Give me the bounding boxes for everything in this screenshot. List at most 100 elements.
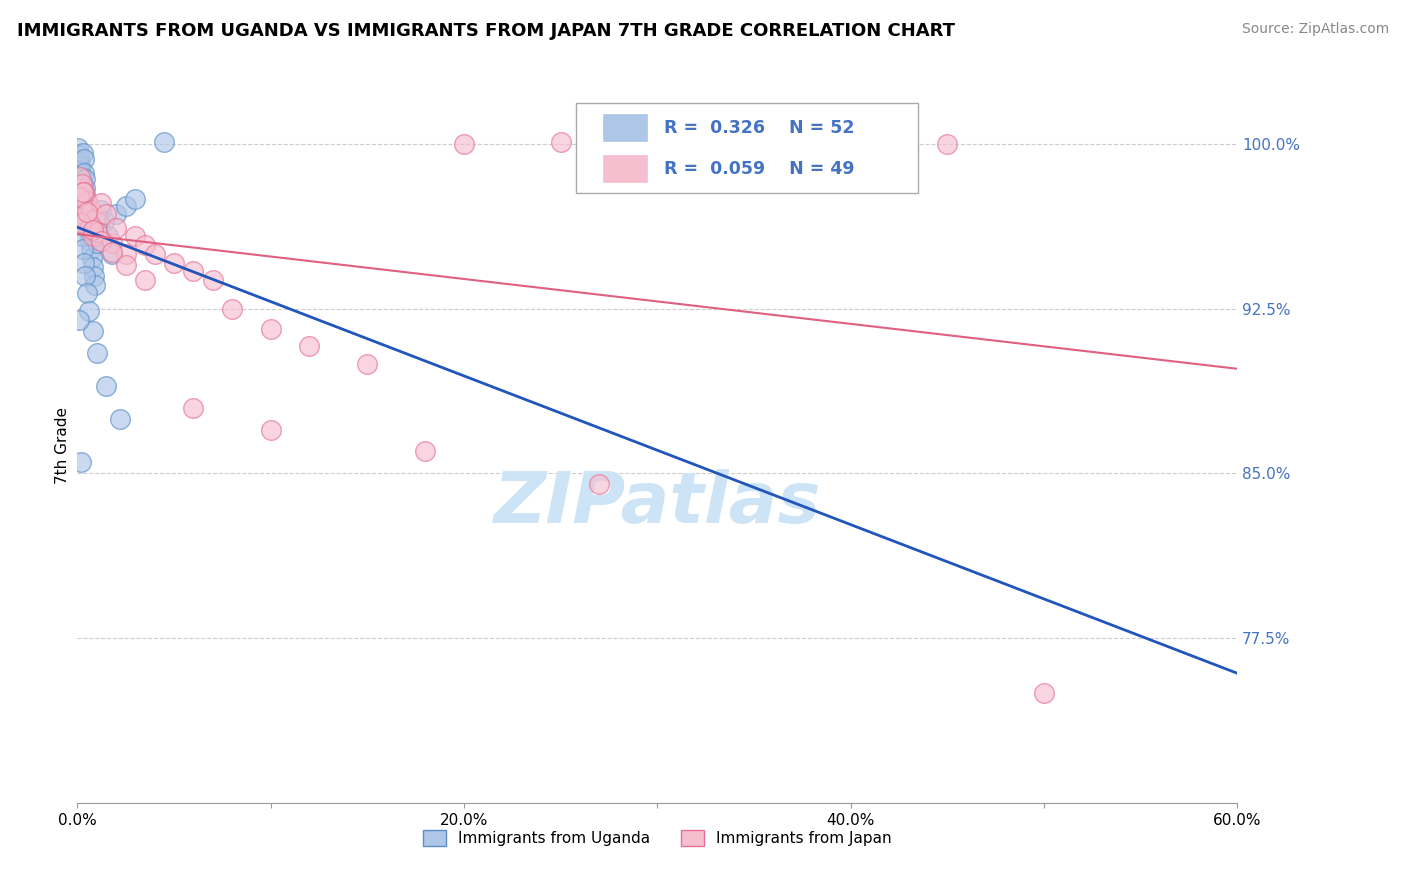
Point (72, 183, 94, 197)
Point (86, 225, 108, 239)
Point (82, 260, 104, 274)
Point (86, 235, 108, 250)
Point (77, 225, 100, 239)
Point (93, 214, 115, 228)
Point (90, 202, 111, 217)
Point (80, 243, 103, 257)
FancyBboxPatch shape (576, 103, 918, 193)
Point (183, 264, 205, 278)
Point (69, 168, 91, 182)
Point (76, 205, 98, 219)
Point (69, 169, 91, 184)
Point (73, 166, 96, 180)
Point (76, 202, 98, 217)
Point (80, 202, 103, 217)
Point (163, 255, 186, 269)
Point (114, 258, 136, 272)
Point (83, 277, 105, 292)
Point (75, 268, 96, 283)
Point (73, 172, 96, 186)
Point (134, 238, 156, 252)
Point (97, 229, 120, 244)
Point (90, 196, 111, 211)
Point (70, 169, 93, 184)
Point (80, 252, 103, 266)
Point (67, 154, 90, 169)
Text: R =  0.326    N = 52: R = 0.326 N = 52 (664, 119, 855, 136)
Point (82, 324, 104, 338)
Point (221, 301, 243, 316)
Y-axis label: 7th Grade: 7th Grade (55, 408, 70, 484)
Point (75, 194, 97, 209)
Point (259, 321, 281, 335)
Point (96, 207, 118, 221)
Point (76, 194, 98, 209)
Point (77, 220, 100, 235)
Point (82, 223, 104, 237)
Point (936, 137, 959, 152)
Point (105, 220, 127, 235)
Point (839, 133, 862, 147)
Point (70, 177, 93, 191)
Point (82, 229, 104, 244)
Point (259, 423, 281, 437)
Bar (603, 114, 647, 141)
Point (742, 148, 765, 162)
Point (70, 174, 93, 188)
Point (79, 234, 101, 248)
Point (114, 198, 136, 212)
Point (83, 268, 105, 283)
Point (105, 207, 127, 221)
Point (153, 135, 176, 149)
Point (114, 247, 136, 261)
Point (201, 273, 224, 287)
Point (67, 312, 90, 326)
Point (77, 216, 100, 230)
Point (90, 234, 111, 248)
Point (124, 192, 146, 206)
Point (67, 192, 90, 206)
Point (83, 211, 105, 226)
Point (86, 345, 108, 359)
Point (70, 216, 93, 230)
Text: ZIPatlas: ZIPatlas (494, 468, 821, 538)
Point (1032, 686, 1054, 700)
Point (72, 207, 94, 221)
Point (75, 187, 97, 202)
Point (67, 181, 90, 195)
Point (70, 229, 93, 244)
Point (298, 339, 321, 353)
Point (356, 357, 378, 371)
Point (70, 455, 93, 469)
Point (72, 145, 94, 160)
Point (67, 190, 90, 204)
Point (72, 186, 94, 200)
Point (101, 244, 124, 259)
Point (413, 444, 436, 458)
Point (75, 181, 96, 195)
Point (101, 247, 124, 261)
Text: R =  0.059    N = 49: R = 0.059 N = 49 (664, 160, 855, 178)
Point (134, 273, 156, 287)
Point (101, 235, 124, 250)
Point (72, 153, 94, 167)
Point (453, 137, 475, 152)
Point (72, 243, 94, 257)
Point (76, 207, 98, 221)
Point (70, 202, 93, 217)
Point (73, 186, 96, 200)
Point (87, 220, 110, 235)
Text: Source: ZipAtlas.com: Source: ZipAtlas.com (1241, 22, 1389, 37)
Point (67, 141, 90, 155)
Point (647, 141, 669, 155)
Point (73, 255, 96, 269)
Point (70, 219, 93, 233)
Point (143, 247, 166, 261)
Point (69, 163, 91, 178)
Bar (603, 155, 647, 182)
Point (75, 214, 96, 228)
Point (124, 229, 146, 244)
Point (550, 135, 572, 149)
Text: IMMIGRANTS FROM UGANDA VS IMMIGRANTS FROM JAPAN 7TH GRADE CORRELATION CHART: IMMIGRANTS FROM UGANDA VS IMMIGRANTS FRO… (17, 22, 955, 40)
Point (67, 148, 90, 162)
